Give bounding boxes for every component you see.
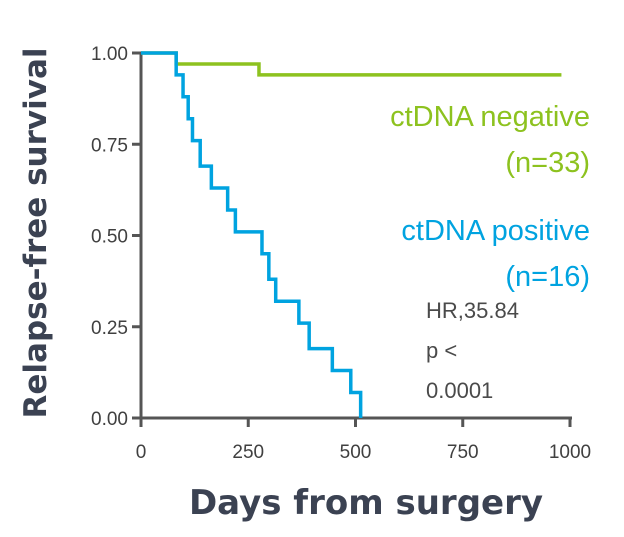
y-tick-label: 0.75 [91,135,128,156]
x-tick-label: 750 [447,442,479,463]
series-line-ctdna-negative [141,51,562,77]
y-tick-label: 1.00 [91,44,128,65]
series-line-ctdna-positive [141,51,363,418]
hazard-ratio-text: HR,35.84 [426,298,519,323]
p-value-text: 0.0001 [426,378,493,403]
x-tick-label: 500 [340,442,372,463]
x-tick-label: 250 [232,442,264,463]
y-tick-label: 0.50 [91,227,128,248]
x-tick-label: 1000 [549,442,591,463]
p-value-label: p < [426,338,457,363]
series-label-positive: ctDNA positive [401,215,590,247]
series-n-label-negative: (n=33) [505,147,590,179]
y-tick-label: 0.00 [91,409,128,430]
series-n-label-positive: (n=16) [505,261,590,293]
series-label-negative: ctDNA negative [390,101,590,133]
axes: 0.00 0.25 0.50 0.75 1.00 0 250 500 750 1000 [91,44,591,463]
y-tick-label: 0.25 [91,318,128,339]
series-layer [141,51,562,418]
x-tick-label: 0 [136,442,147,463]
x-axis-title: Days from surgery [189,483,543,523]
y-axis-title: Relapse-free survival [18,48,54,419]
